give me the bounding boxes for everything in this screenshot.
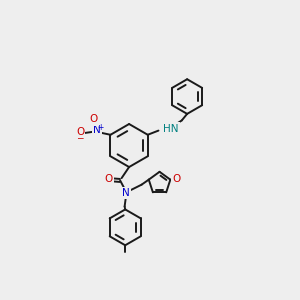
Text: −: − (76, 133, 83, 142)
Text: N: N (122, 188, 130, 198)
Text: +: + (98, 122, 104, 131)
Text: O: O (105, 174, 113, 184)
Text: O: O (89, 114, 97, 124)
Text: O: O (173, 174, 181, 184)
Text: HN: HN (163, 124, 179, 134)
Text: O: O (76, 127, 84, 137)
Text: N: N (93, 125, 100, 135)
